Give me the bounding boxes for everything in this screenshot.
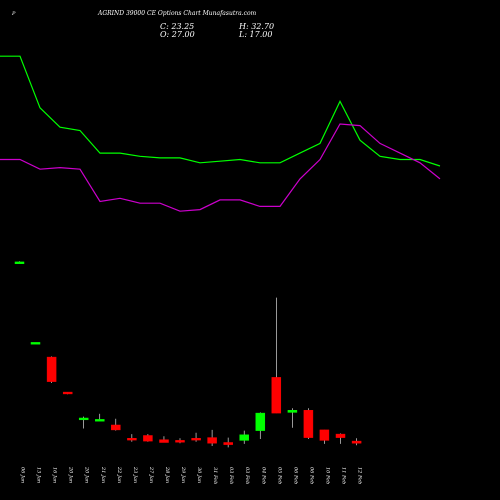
candle-body [319,429,330,441]
candle-body [255,412,266,431]
x-tick-label: 10 Feb [324,467,330,484]
x-tick-label: 16 Jan [52,467,58,483]
x-tick-label: 03 Feb [228,467,234,484]
x-tick-label: 22 Jan [116,466,122,483]
open-value: O: 27.00 [160,30,195,39]
candle-body [95,419,105,422]
x-tick-label: 06 Feb [292,467,298,484]
candle-body [223,442,233,445]
x-tick-label: 04 Feb [260,467,266,484]
chart-title: AGRIND 39000 CE Options Chart Munafasutr… [97,10,257,17]
candle-body [127,438,137,441]
candle-body [159,439,169,443]
x-tick-label: 03 Feb [244,467,250,484]
candle-body [111,424,121,431]
x-tick-label: 06 Feb [308,467,314,484]
candle-body [14,261,25,264]
candle-body [30,342,41,345]
high-value: H: 32.70 [238,22,274,31]
header-prefix: P [11,11,16,17]
x-tick-label: 13 Jan [36,467,42,483]
x-tick-label: 06 Jan [20,467,26,483]
x-tick-label: 28 Jan [164,466,170,483]
x-tick-label: 12 Feb [357,467,363,484]
x-tick-label: 23 Jan [132,466,138,483]
x-tick-label: 27 Jan [148,466,154,483]
candlestick-panel [14,261,362,448]
x-axis-labels: 06 Jan 13 Jan 16 Jan 20 Jan 20 Jan 21 Jan 22 J… [20,466,363,484]
candle-body [239,434,249,441]
x-tick-label: 29 Jan [180,466,186,483]
candle-body [271,377,282,414]
close-value: C: 23.25 [160,22,194,31]
moving-average-panel [0,55,441,212]
low-value: L: 17.00 [238,30,272,39]
candle-body [207,437,217,444]
x-tick-label: 20 Jan [84,466,90,483]
candle-body [78,417,89,421]
moving-average-line-2 [0,123,441,212]
candle-body [303,410,314,438]
candle-body [62,391,73,395]
candle-body [351,440,362,444]
candle-body [335,433,346,438]
candle-body [143,435,153,442]
candle-body [191,438,201,441]
chart-header: P AGRIND 39000 CE Options Chart Munafasu… [11,10,274,39]
candle-body [46,356,57,382]
x-tick-label: 05 Feb [276,467,282,484]
moving-average-line-1 [0,55,441,167]
candle-body [287,410,298,413]
x-tick-label: 21 Jan [100,466,106,483]
candle-body [175,440,185,443]
x-tick-label: 20 Jan [68,466,74,483]
x-tick-label: 31 Feb [212,467,218,484]
x-tick-label: 30 Jan [196,467,202,483]
x-tick-label: 11 Feb [341,467,347,484]
